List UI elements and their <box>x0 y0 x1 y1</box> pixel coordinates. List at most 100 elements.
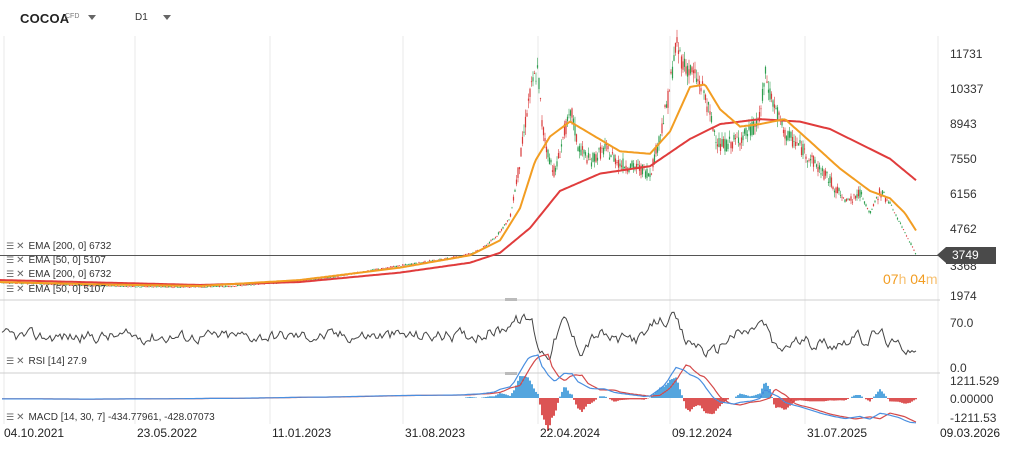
candle-bear <box>482 246 485 248</box>
candle-bull <box>493 238 495 240</box>
candle-bear <box>401 264 404 266</box>
candle-bull <box>160 286 162 288</box>
indicator-settings-icon[interactable]: ☰ <box>6 268 14 279</box>
candle-bear <box>545 146 548 153</box>
remove-indicator-icon[interactable]: ✕ <box>16 254 25 266</box>
remove-indicator-icon[interactable]: ✕ <box>16 240 25 252</box>
candle-bear <box>392 266 395 268</box>
legend-macd[interactable]: ☰ ✕ MACD [14, 30, 7] -434.77961, -428.07… <box>6 411 215 423</box>
indicator-settings-icon[interactable]: ☰ <box>6 355 14 366</box>
candle-bear <box>601 147 603 149</box>
legend-ema-200[interactable]: ☰ ✕ EMA [200, 0] 6732 <box>6 240 111 252</box>
legend-value: 6732 <box>89 240 112 252</box>
macd-histogram-bar-positive <box>471 397 473 398</box>
candle-bear <box>911 246 914 248</box>
candle-bear <box>244 285 246 286</box>
candle-bull <box>310 279 312 281</box>
candle-bull <box>827 181 830 183</box>
candle-bull <box>781 118 783 126</box>
candle-bear <box>565 120 567 135</box>
indicator-settings-icon[interactable]: ☰ <box>6 411 14 422</box>
macd-histogram-bar-positive <box>519 376 521 398</box>
candle-bull <box>223 286 225 288</box>
candle-bull <box>212 286 215 288</box>
macd-histogram-bar-negative <box>819 398 821 402</box>
candle-bull <box>20 283 23 285</box>
candle-bear <box>704 94 707 101</box>
candle-bull <box>58 284 60 286</box>
candle-bear <box>661 123 663 134</box>
candle-bull <box>764 66 767 74</box>
macd-histogram-bar-positive <box>873 396 875 398</box>
remove-indicator-icon[interactable]: ✕ <box>16 283 25 295</box>
candle-bear <box>181 286 183 288</box>
macd-histogram-bar-negative <box>619 398 621 401</box>
macd-histogram-bar-positive <box>525 376 527 398</box>
candle-bear <box>734 137 737 140</box>
candle-bear <box>706 106 708 113</box>
indicator-settings-icon[interactable]: ☰ <box>6 254 14 265</box>
candle-bull <box>485 245 488 246</box>
macd-histogram-bar-positive <box>511 393 513 398</box>
indicator-settings-icon[interactable]: ☰ <box>6 283 14 294</box>
candle-bear <box>182 286 185 288</box>
candle-bear <box>524 116 527 128</box>
ema-50-line <box>0 83 917 287</box>
candle-bull <box>566 116 569 121</box>
candle-bull <box>64 284 66 286</box>
candle-bear <box>533 73 536 75</box>
candle-bull <box>662 123 665 124</box>
remove-indicator-icon[interactable]: ✕ <box>16 355 25 367</box>
candle-bear <box>823 170 825 180</box>
candle-bull <box>868 210 870 213</box>
candle-bull <box>247 284 249 286</box>
countdown-minutes-unit: m <box>925 271 938 287</box>
candle-bear <box>62 284 65 286</box>
candle-bull <box>554 167 557 172</box>
timeframe-dropdown-icon[interactable] <box>163 15 171 20</box>
macd-histogram-bar-positive <box>661 387 663 398</box>
macd-histogram-bar-negative <box>793 398 795 402</box>
candle-bear <box>830 177 833 187</box>
candle-bull <box>332 276 335 278</box>
timeframe-selector[interactable]: D1 <box>135 12 148 23</box>
symbol-dropdown-icon[interactable] <box>88 15 96 20</box>
candle-bull <box>407 263 410 265</box>
candle-bear <box>664 105 666 108</box>
candle-bear <box>89 285 92 287</box>
candle-bull <box>914 253 917 254</box>
candle-bull <box>797 143 800 146</box>
legend-ema-200[interactable]: ☰ ✕ EMA [200, 0] 6732 <box>6 268 111 280</box>
remove-indicator-icon[interactable]: ✕ <box>16 268 25 280</box>
candle-bear <box>187 286 189 288</box>
macd-histogram-bar-negative <box>913 398 915 401</box>
candle-bull <box>22 283 24 285</box>
candle-bull <box>802 143 804 156</box>
candle-bull <box>125 285 128 287</box>
candle-bull <box>590 162 593 167</box>
candle-bear <box>109 285 111 287</box>
candle-bull <box>610 155 612 158</box>
candle-bear <box>770 93 773 99</box>
price-candles <box>1 29 917 289</box>
candle-bull <box>604 143 606 149</box>
macd-histogram-bar-positive <box>603 396 605 398</box>
candle-bear <box>782 129 785 134</box>
macd-histogram-bar-negative <box>639 398 641 400</box>
legend-value: 5107 <box>83 283 106 295</box>
candle-bull <box>814 159 816 164</box>
candle-bear <box>526 113 528 117</box>
legend-rsi[interactable]: ☰ ✕ RSI [14] 27.9 <box>6 355 87 367</box>
legend-ema-50[interactable]: ☰ ✕ EMA [50, 0] 5107 <box>6 283 106 295</box>
candle-bull <box>710 116 713 123</box>
macd-histogram-bar-negative <box>577 398 579 409</box>
legend-ema-50[interactable]: ☰ ✕ EMA [50, 0] 5107 <box>6 254 106 266</box>
rsi-series <box>1 311 917 360</box>
macd-histogram-bar-positive <box>673 378 675 398</box>
candle-bull <box>683 58 686 67</box>
indicator-settings-icon[interactable]: ☰ <box>6 240 14 251</box>
macd-histogram-bar-negative <box>783 398 785 410</box>
symbol-name[interactable]: COCOA <box>20 11 70 26</box>
remove-indicator-icon[interactable]: ✕ <box>16 411 25 423</box>
